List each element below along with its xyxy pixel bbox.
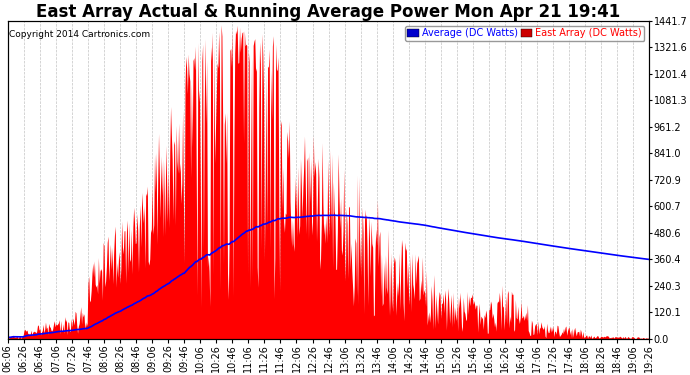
Title: East Array Actual & Running Average Power Mon Apr 21 19:41: East Array Actual & Running Average Powe…	[37, 3, 621, 21]
Text: Copyright 2014 Cartronics.com: Copyright 2014 Cartronics.com	[9, 30, 150, 39]
Legend: Average (DC Watts), East Array (DC Watts): Average (DC Watts), East Array (DC Watts…	[405, 26, 644, 40]
